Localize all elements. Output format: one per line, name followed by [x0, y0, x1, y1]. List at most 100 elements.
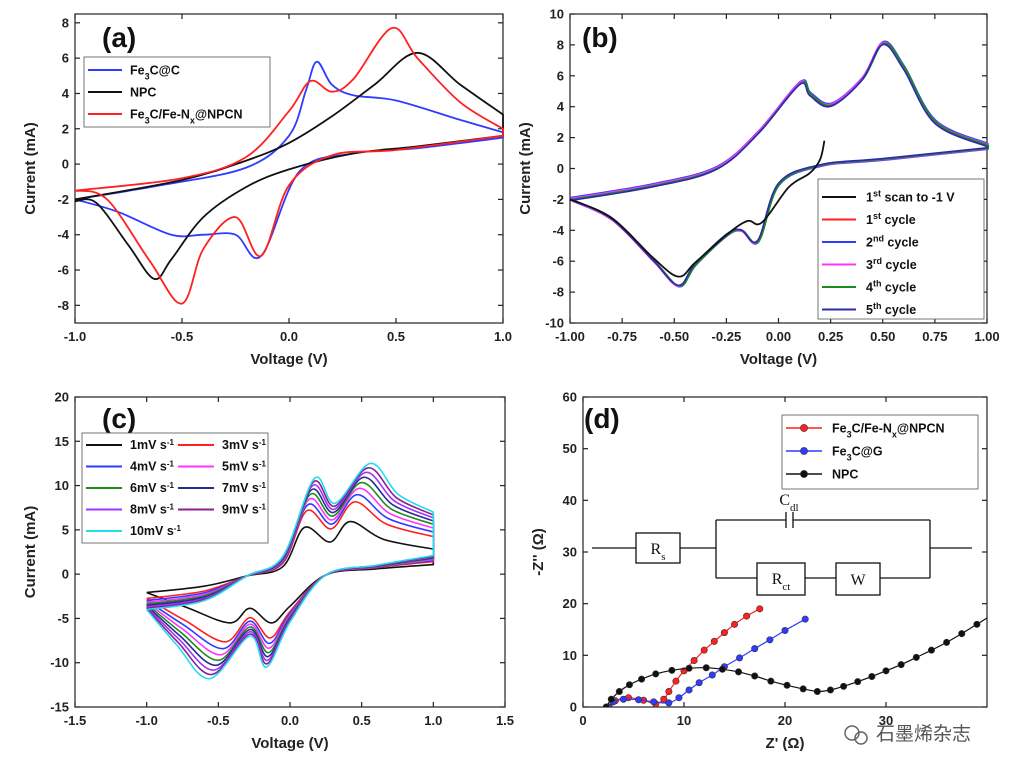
legend-superscript: -1: [167, 502, 175, 511]
legend-label: 1st scan to -1 V: [866, 189, 955, 205]
legend-label: NPC: [130, 86, 156, 100]
x-tick-label: 0.5: [387, 329, 405, 344]
wechat-icon-bubble: [854, 731, 868, 745]
data-point: [735, 668, 743, 676]
legend-text-part: NPC: [130, 86, 156, 100]
y-axis-label: Current (mA): [22, 122, 39, 215]
data-point: [767, 677, 775, 685]
panel-label: (a): [102, 22, 136, 53]
data-point: [973, 620, 981, 628]
legend-superscript: -1: [167, 481, 175, 490]
legend-superscript: st: [873, 211, 881, 221]
cv-cycle-curve: [569, 43, 988, 287]
x-tick-label: -0.50: [659, 329, 689, 344]
x-tick-label: -1.00: [555, 329, 585, 344]
panel-a: -1.0 -0.5 0.0 0.5 1.0 -8 -6 -4 -2 0 2 4 6 8 Voltage (V…: [22, 13, 512, 368]
data-point: [766, 636, 774, 644]
y-tick-label: -8: [552, 285, 564, 300]
x-tick-label: 1.0: [494, 329, 512, 344]
y-tick-label: 8: [557, 37, 564, 52]
plot-area-d: [602, 605, 987, 707]
x-tick-label: -1.5: [64, 713, 86, 728]
y-tick-label: -10: [50, 655, 69, 670]
circuit-subscript: ct: [782, 581, 790, 593]
data-point: [665, 699, 673, 707]
legend-text-part: 4: [866, 281, 873, 295]
x-tick-label: 0.25: [818, 329, 843, 344]
legend-superscript: th: [873, 279, 882, 289]
x-tick-label: 0.50: [870, 329, 895, 344]
y-tick-label: 30: [563, 545, 577, 560]
data-point: [615, 687, 623, 695]
y-tick-label: 10: [550, 7, 564, 22]
y-axis-label: Current (mA): [517, 122, 534, 215]
y-tick-label: -6: [552, 254, 564, 269]
legend-label: 5mV s-1: [222, 459, 267, 474]
legend-text-part: 1: [866, 191, 873, 205]
y-tick-label: 4: [62, 86, 70, 101]
legend-text-part: 1: [866, 213, 873, 227]
data-point: [702, 664, 710, 672]
x-axis-label: Voltage (V): [251, 735, 328, 752]
data-point: [710, 637, 718, 645]
x-tick-label: 30: [879, 713, 893, 728]
x-tick-label: -1.0: [135, 713, 157, 728]
y-tick-label: 2: [557, 130, 564, 145]
circuit-subscript: s: [661, 551, 665, 563]
circuit-label-part: C: [779, 492, 790, 509]
data-point: [801, 615, 809, 623]
data-point: [675, 694, 683, 702]
legend-text-part: Fe: [130, 108, 145, 122]
legend-text-part: 7mV s: [222, 481, 259, 495]
legend-label: 8mV s-1: [130, 502, 175, 517]
resistor-rct: [756, 562, 806, 596]
legend-subscript: 3: [145, 72, 150, 82]
y-tick-label: 2: [62, 121, 69, 136]
legend-label: 4th cycle: [866, 279, 916, 295]
legend-superscript: -1: [174, 524, 182, 533]
data-point: [912, 653, 920, 661]
y-tick-label: -4: [552, 223, 564, 238]
circuit-subscript: dl: [790, 502, 799, 514]
data-point: [840, 682, 848, 690]
legend-text-part: cycle: [881, 213, 916, 227]
legend-text-part: C@C: [150, 64, 180, 78]
data-point: [690, 656, 698, 664]
x-tick-label: 0.0: [280, 329, 298, 344]
legend-superscript: -1: [167, 438, 175, 447]
y-tick-label: 40: [563, 493, 577, 508]
legend-label: 5th cycle: [866, 301, 916, 317]
legend-text-part: 8mV s: [130, 503, 167, 517]
legend-text-part: 4mV s: [130, 460, 167, 474]
legend-text-part: 1mV s: [130, 438, 167, 452]
y-tick-label: 6: [557, 68, 564, 83]
legend-label: 6mV s-1: [130, 481, 175, 496]
rs-label: Rs: [651, 541, 666, 563]
data-point: [927, 646, 935, 654]
legend-text-part: 5: [866, 303, 873, 317]
panel-c: -1.5 -1.0 -0.5 0.0 0.5 1.0 1.5 -15 -10 -5 0 5 10 15 20…: [22, 390, 514, 753]
legend-text-part: 3: [866, 258, 873, 272]
legend-text-part: C/Fe-N: [852, 422, 892, 436]
x-tick-label: 0.00: [766, 329, 791, 344]
y-tick-label: -4: [57, 227, 69, 242]
data-point: [736, 654, 744, 662]
data-point: [700, 646, 708, 654]
legend-label: 7mV s-1: [222, 481, 267, 496]
legend-label: 9mV s-1: [222, 502, 267, 517]
y-tick-label: 0: [62, 567, 69, 582]
y-tick-label: 20: [563, 596, 577, 611]
legend-text-part: cycle: [881, 281, 916, 295]
data-point: [743, 612, 751, 620]
legend-superscript: -1: [259, 502, 267, 511]
legend-subscript: 3: [847, 430, 852, 440]
data-point: [672, 677, 680, 685]
resistor-rs: [635, 532, 681, 564]
legend-marker: [800, 424, 808, 432]
y-tick-label: 8: [62, 15, 69, 30]
x-tick-label: 1.5: [496, 713, 514, 728]
data-point: [652, 670, 660, 678]
x-tick-label: -0.75: [607, 329, 637, 344]
